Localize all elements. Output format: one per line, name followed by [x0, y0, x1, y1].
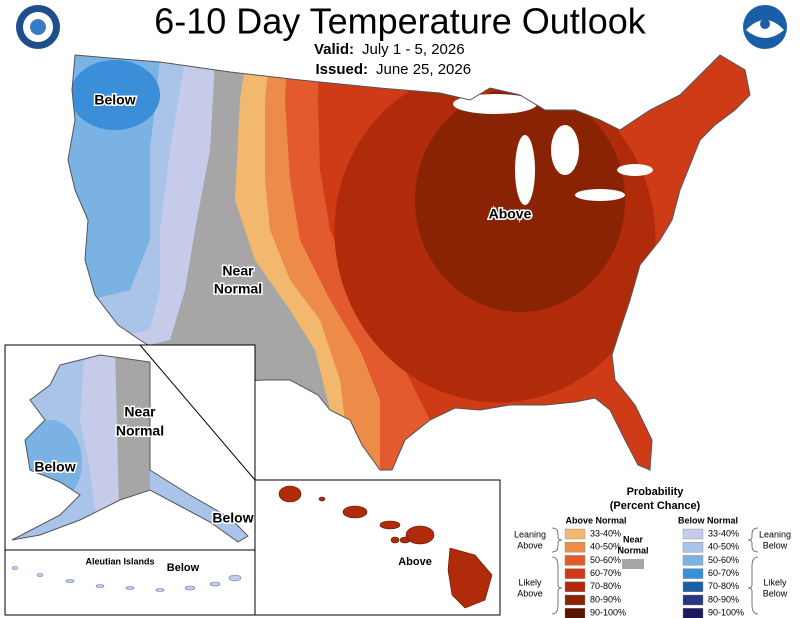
logo-right	[743, 5, 787, 49]
legend-swatch	[564, 528, 586, 540]
title: 6-10 Day Temperature Outlook	[154, 1, 647, 42]
legend-swatch	[564, 542, 586, 553]
legend-group: Likely	[518, 577, 542, 587]
legend-group: Leaning	[514, 529, 546, 539]
legend-range: 33-40%	[590, 528, 621, 538]
legend-swatch	[682, 568, 704, 579]
great-lakes	[453, 94, 653, 205]
legend-group: Below	[763, 540, 788, 550]
legend-range: 33-40%	[708, 528, 739, 538]
map-label: Normal	[214, 281, 262, 297]
legend-range: 80-90%	[590, 594, 621, 604]
map-label: Below	[167, 562, 200, 574]
map-label: Near	[124, 404, 156, 420]
valid-date: July 1 - 5, 2026	[362, 41, 465, 58]
map-label: Above	[489, 206, 532, 222]
map-label: Above	[398, 556, 432, 568]
legend-group: Likely	[763, 577, 787, 587]
legend-near: Near	[623, 534, 644, 544]
legend-range: 70-80%	[590, 581, 621, 591]
legend-swatch	[682, 594, 704, 606]
region	[68, 55, 160, 300]
map-label: Below	[212, 510, 253, 526]
legend-swatch	[682, 555, 704, 566]
aleutian-islands	[11, 566, 242, 592]
legend-range: 70-80%	[708, 581, 739, 591]
legend-header: Above Normal	[565, 515, 626, 525]
legend-group: Leaning	[759, 529, 791, 539]
legend-group: Below	[763, 588, 788, 598]
legend-range: 50-60%	[590, 555, 621, 565]
logo-left	[16, 5, 60, 49]
legend-range: 90-100%	[708, 608, 744, 618]
legend-swatch	[564, 608, 586, 618]
legend-swatch	[564, 594, 586, 606]
legend: Probability (Percent Chance) Above Norma…	[514, 486, 791, 618]
legend-swatch	[682, 581, 704, 592]
legend-group: Above	[517, 588, 543, 598]
legend-subtitle: (Percent Chance)	[610, 500, 701, 512]
inset-line	[139, 344, 256, 481]
region	[70, 60, 160, 130]
legend-swatch	[682, 608, 704, 618]
legend-braces	[551, 527, 759, 615]
map-label: Near	[222, 263, 254, 279]
valid-label: Valid:	[314, 41, 354, 58]
legend-swatch	[564, 555, 586, 566]
issued-label: Issued:	[315, 61, 368, 78]
legend-swatch	[564, 581, 586, 592]
map-label: Aleutian Islands	[85, 556, 154, 566]
legend-range: 50-60%	[708, 555, 739, 565]
legend-swatch	[622, 559, 644, 569]
legend-group: Above	[517, 540, 543, 550]
legend-range: 40-50%	[590, 542, 621, 552]
map-label: Below	[34, 459, 75, 475]
region	[150, 470, 248, 542]
legend-swatch	[564, 568, 586, 579]
legend-swatch	[682, 528, 704, 540]
hawaii-islands	[278, 485, 493, 609]
legend-range: 60-70%	[590, 568, 621, 578]
legend-range: 60-70%	[708, 568, 739, 578]
legend-title: Probability	[627, 486, 685, 498]
alaska-outline	[11, 354, 249, 543]
legend-range: 90-100%	[590, 608, 626, 618]
legend-range: 40-50%	[708, 542, 739, 552]
map-label: Below	[94, 92, 135, 108]
legend-near: Normal	[617, 545, 648, 555]
issued-date: June 25, 2026	[376, 61, 471, 78]
map-label: Normal	[116, 423, 164, 439]
legend-header: Below Normal	[678, 515, 738, 525]
legend-swatch	[682, 542, 704, 553]
legend-range: 80-90%	[708, 594, 739, 604]
